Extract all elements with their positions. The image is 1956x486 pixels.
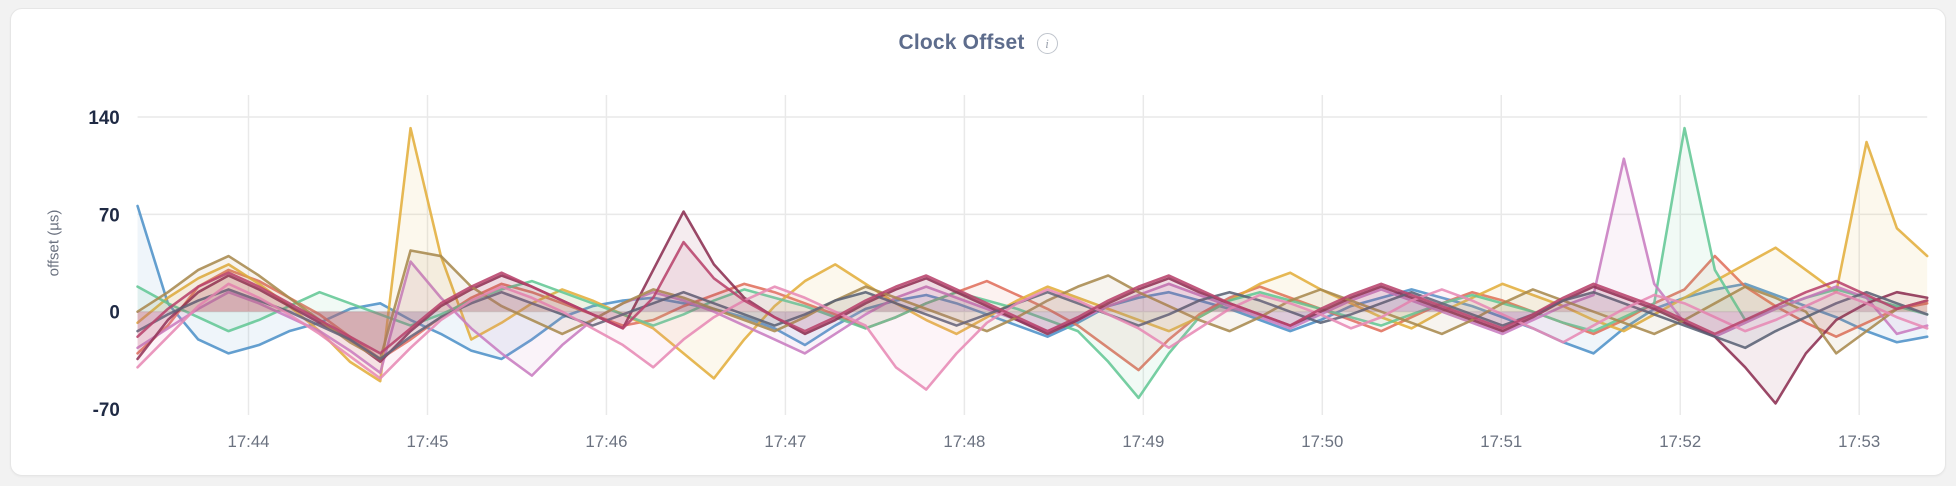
series-area xyxy=(137,283,1928,390)
series-line[interactable] xyxy=(136,249,1929,361)
y-axis-tick-label: 140 xyxy=(88,108,119,129)
y-axis-tick-label: 70 xyxy=(99,205,120,226)
x-axis-tick-label: 17:50 xyxy=(1301,432,1343,451)
card-header: Clock Offset i xyxy=(11,31,1945,55)
series-area xyxy=(137,250,1928,359)
x-axis-tick-label: 17:49 xyxy=(1122,432,1164,451)
x-axis-tick-label: 17:48 xyxy=(943,432,985,451)
info-icon[interactable]: i xyxy=(1036,32,1058,54)
x-axis-tick-label: 17:52 xyxy=(1659,432,1701,451)
y-axis-tick-label: -70 xyxy=(93,400,120,421)
y-axis-title: offset (µs) xyxy=(47,210,63,277)
x-axis-tick-label: 17:44 xyxy=(227,432,269,451)
series-line[interactable] xyxy=(136,126,1929,383)
series-area xyxy=(137,256,1928,371)
series-line[interactable] xyxy=(136,282,1929,391)
x-axis-tick-label: 17:51 xyxy=(1480,432,1522,451)
x-axis-tick-label: 17:47 xyxy=(764,432,806,451)
x-axis-tick-label: 17:46 xyxy=(585,432,627,451)
series-area xyxy=(137,289,1928,359)
series-area xyxy=(137,242,1928,354)
clock-offset-card: Clock Offset i 140 70 0 -70 17:44 17:45 17:46 1… xyxy=(10,8,1946,476)
series-line[interactable] xyxy=(136,240,1929,355)
series-line[interactable] xyxy=(136,126,1929,400)
x-axis-tick-label: 17:53 xyxy=(1838,432,1880,451)
y-axis-tick-label: 0 xyxy=(109,303,119,324)
x-axis-tick-label: 17:45 xyxy=(406,432,448,451)
series-line[interactable] xyxy=(136,210,1929,405)
chart-plot-area: 140 70 0 -70 17:44 17:45 17:46 17:47 17:48 17:49 1… xyxy=(11,71,1945,471)
page-title: Clock Offset xyxy=(898,31,1025,54)
clock-offset-chart: 140 70 0 -70 17:44 17:45 17:46 17:47 17:48 17:49 1… xyxy=(47,95,1929,451)
series-area xyxy=(137,211,1928,404)
series-area xyxy=(137,158,1928,376)
